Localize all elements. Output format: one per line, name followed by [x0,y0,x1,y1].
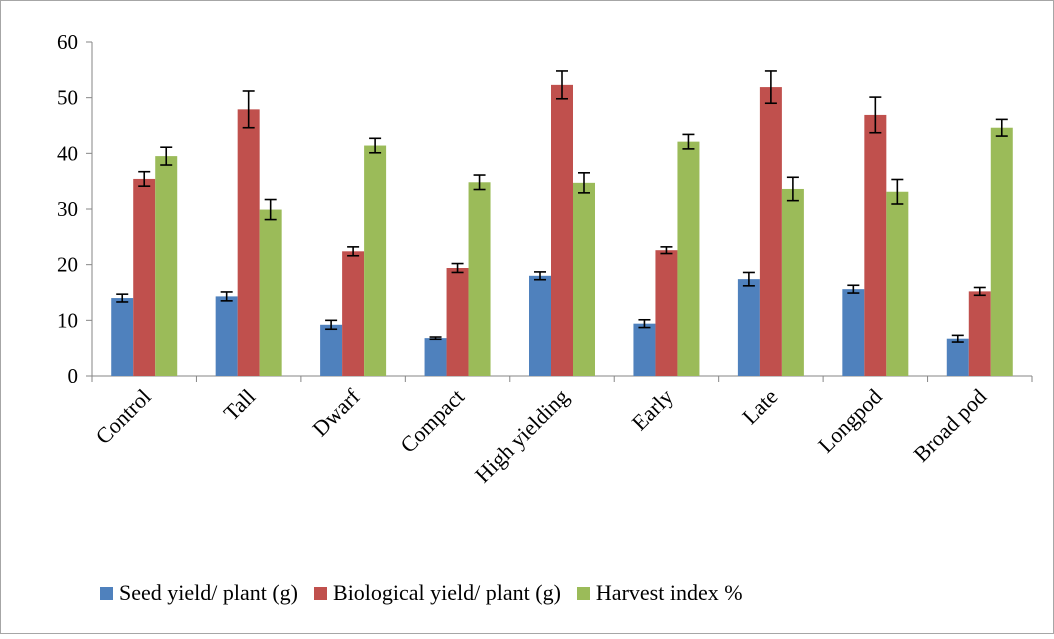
y-tick-label: 30 [57,197,78,221]
bar [655,250,678,376]
legend-swatch [576,586,590,600]
legend: Seed yield/ plant (g) Biological yield/ p… [100,580,759,606]
bar [424,338,447,376]
y-tick-label: 10 [57,308,78,332]
bar [886,191,909,376]
bar [342,251,365,376]
bar [990,127,1013,376]
bar [677,141,700,376]
bar [215,296,238,376]
bar [633,323,656,376]
bar [946,338,969,376]
bar [737,279,760,376]
legend-swatch [100,586,113,600]
legend-label: Seed yield/ plant (g) [119,580,299,605]
y-tick-label: 40 [57,141,78,165]
bar [468,182,491,376]
bar [111,298,134,376]
legend-item: Biological yield/ plant (g) [314,580,561,606]
bar [529,275,551,376]
y-tick-label: 50 [57,86,78,110]
bar [364,145,387,376]
bar [968,291,991,376]
bar [573,182,595,376]
y-tick-label: 20 [57,253,78,277]
bar [259,209,282,376]
legend-item: Seed yield/ plant (g) [100,580,298,606]
bar [781,188,804,376]
bar [842,289,865,376]
bar [237,109,260,377]
legend-label: Harvest index % [595,580,743,605]
y-tick-label: 60 [57,30,78,54]
bar [551,84,573,376]
legend-item: Harvest index % [576,580,743,606]
bar [864,114,887,376]
legend-label: Biological yield/ plant (g) [333,580,561,605]
y-tick-label: 0 [68,364,79,388]
bar [446,268,469,376]
bar [155,156,178,376]
bar [320,324,343,376]
bar [133,178,156,376]
bar [759,87,782,376]
legend-swatch [314,586,328,600]
